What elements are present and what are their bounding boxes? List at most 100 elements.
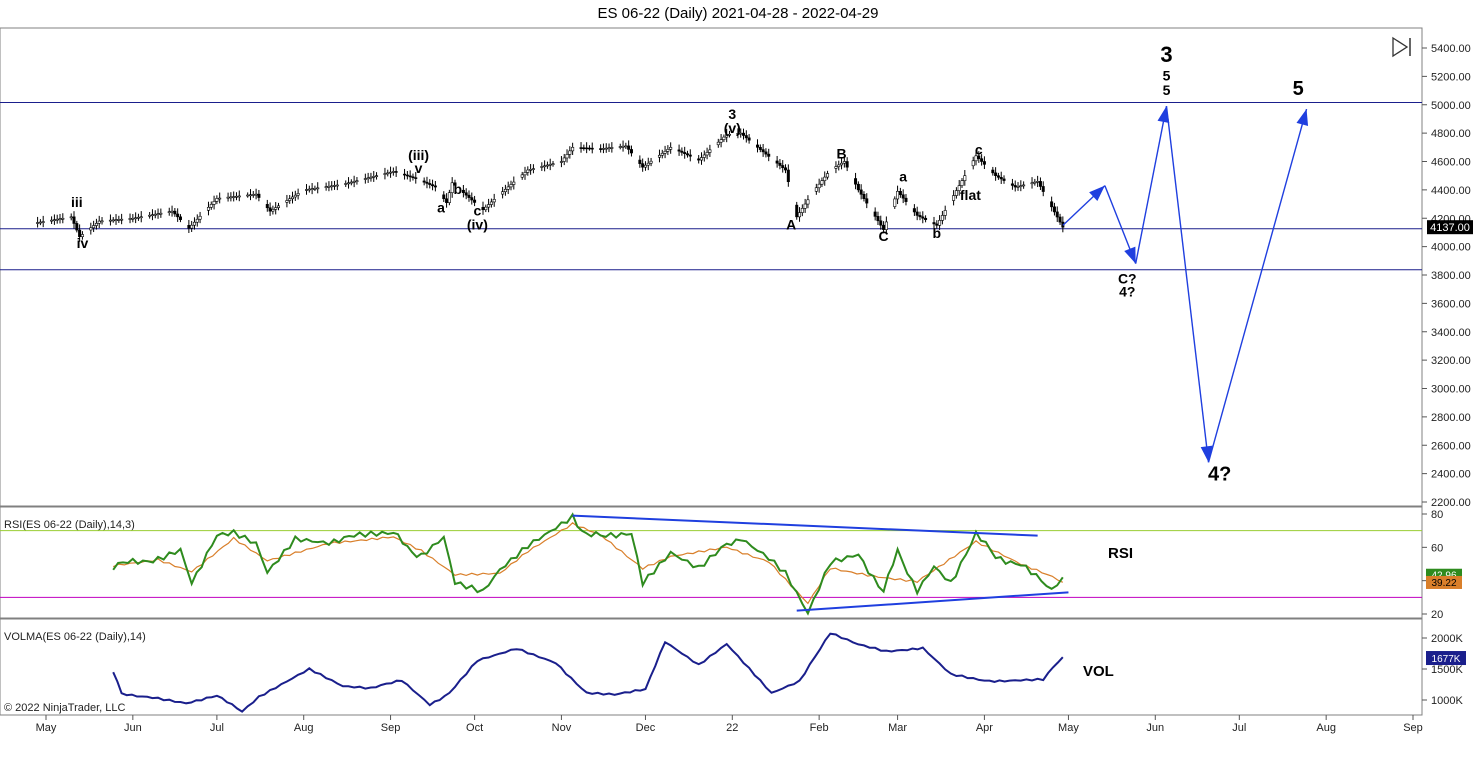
- wave-label-17: C?: [1118, 271, 1137, 287]
- chart-title: ES 06-22 (Daily) 2021-04-28 - 2022-04-29: [598, 5, 879, 22]
- price-body-80: [349, 181, 353, 184]
- rsi-lines: [112, 512, 1069, 616]
- price-body-50: [232, 196, 236, 198]
- price-body-211: [862, 193, 866, 200]
- price-body-104: [445, 198, 449, 203]
- price-body-259: [1052, 206, 1056, 213]
- price-body-240: [977, 155, 981, 159]
- price-body-111: [470, 197, 474, 201]
- price-body-9: [72, 216, 76, 224]
- price-body-230: [938, 220, 942, 226]
- price-body-5: [55, 218, 59, 221]
- price-body-97: [414, 177, 418, 179]
- wave-label-8: 3: [728, 106, 736, 122]
- price-body-187: [767, 153, 771, 157]
- rsi-tick-label-3: 20: [1431, 609, 1443, 621]
- rsi-label: RSI: [1108, 545, 1133, 562]
- price-body-1: [38, 221, 42, 224]
- price-body-4: [52, 219, 56, 221]
- price-body-165: [683, 152, 687, 154]
- horizontal-levels: [0, 101, 1422, 271]
- price-body-47: [218, 197, 222, 200]
- x-tick-label-0: May: [36, 722, 57, 734]
- price-body-191: [784, 167, 788, 171]
- price-body-220: [898, 190, 902, 196]
- wave-label-18: 4?: [1119, 283, 1135, 299]
- price-body-113: [481, 207, 485, 211]
- price-body-20: [114, 219, 118, 221]
- x-tick-label-5: Oct: [466, 722, 483, 734]
- price-body-114: [484, 206, 488, 211]
- price-body-141: [587, 147, 591, 150]
- price-body-175: [722, 136, 726, 140]
- price-body-33: [167, 211, 171, 213]
- price-body-89: [386, 172, 390, 175]
- price-body-233: [952, 195, 956, 201]
- price-body-189: [778, 162, 782, 166]
- price-body-11: [78, 229, 82, 237]
- price-body-99: [425, 181, 429, 184]
- price-body-112: [473, 199, 477, 203]
- x-tick-label-1: Jun: [124, 722, 142, 734]
- price-axis: 5400.00 5200.00 5000.00 4800.00 4600.00 4400.…: [1422, 43, 1471, 509]
- price-body-235: [957, 185, 961, 191]
- projection-arrowhead-5: [1296, 109, 1309, 127]
- price-body-64: [288, 198, 292, 201]
- scroll-to-end-icon[interactable]: [1392, 36, 1411, 58]
- x-tick-label-12: May: [1058, 722, 1079, 734]
- price-body-103: [442, 194, 446, 200]
- price-body-82: [355, 180, 359, 182]
- price-body-198: [814, 187, 818, 192]
- projection-arrow-3: [1134, 106, 1168, 264]
- price-body-255: [1036, 181, 1040, 183]
- price-body-179: [739, 132, 743, 135]
- x-tick-label-16: Sep: [1403, 722, 1423, 734]
- price-body-155: [643, 164, 647, 168]
- price-body-218: [893, 198, 897, 207]
- price-body-65: [291, 196, 295, 200]
- price-body-214: [876, 216, 880, 222]
- rsi-panel: RSI(ES 06-22 (Daily),14,3) 80604020 RSI …: [0, 506, 1462, 621]
- price-body-36: [176, 213, 180, 218]
- price-body-7: [61, 217, 65, 220]
- price-body-173: [716, 141, 720, 146]
- volma-series-line: [112, 632, 1064, 713]
- price-body-151: [627, 145, 631, 150]
- price-body-205: [840, 162, 844, 166]
- price-body-12: [80, 234, 84, 237]
- x-tick-label-3: Aug: [294, 722, 314, 734]
- price-body-145: [604, 147, 608, 150]
- price-body-63: [285, 200, 289, 203]
- volma-panel: VOLMA(ES 06-22 (Daily),14) 2000K 1500K 100…: [0, 618, 1466, 716]
- price-body-25: [134, 217, 138, 220]
- price-body-19: [111, 219, 115, 222]
- price-body-158: [657, 154, 661, 158]
- wave-label-23: 4?: [1208, 464, 1231, 486]
- price-tick-label-15: 2400.00: [1431, 469, 1471, 481]
- x-tick-label-13: Jun: [1146, 722, 1164, 734]
- price-body-192: [786, 169, 790, 183]
- price-body-142: [590, 147, 594, 150]
- price-body-62: [277, 205, 281, 208]
- price-body-30: [153, 213, 157, 216]
- price-body-75: [330, 185, 334, 188]
- price-body-83: [363, 178, 367, 180]
- wave-label-0: iii: [71, 194, 83, 210]
- x-tick-label-11: Apr: [976, 722, 993, 734]
- price-body-116: [489, 201, 493, 205]
- price-body-29: [150, 214, 154, 217]
- price-body-49: [229, 196, 233, 199]
- price-body-197: [806, 199, 810, 205]
- price-body-186: [764, 151, 768, 155]
- price-body-21: [117, 219, 121, 221]
- price-tick-label-4: 4600.00: [1431, 157, 1471, 169]
- price-body-196: [803, 203, 807, 209]
- price-body-118: [501, 191, 505, 195]
- price-body-53: [246, 194, 250, 197]
- rsi-tick-label-1: 60: [1431, 542, 1443, 554]
- price-body-194: [798, 212, 802, 218]
- price-body-193: [795, 204, 799, 218]
- price-body-123: [520, 174, 524, 178]
- price-body-52: [237, 195, 241, 198]
